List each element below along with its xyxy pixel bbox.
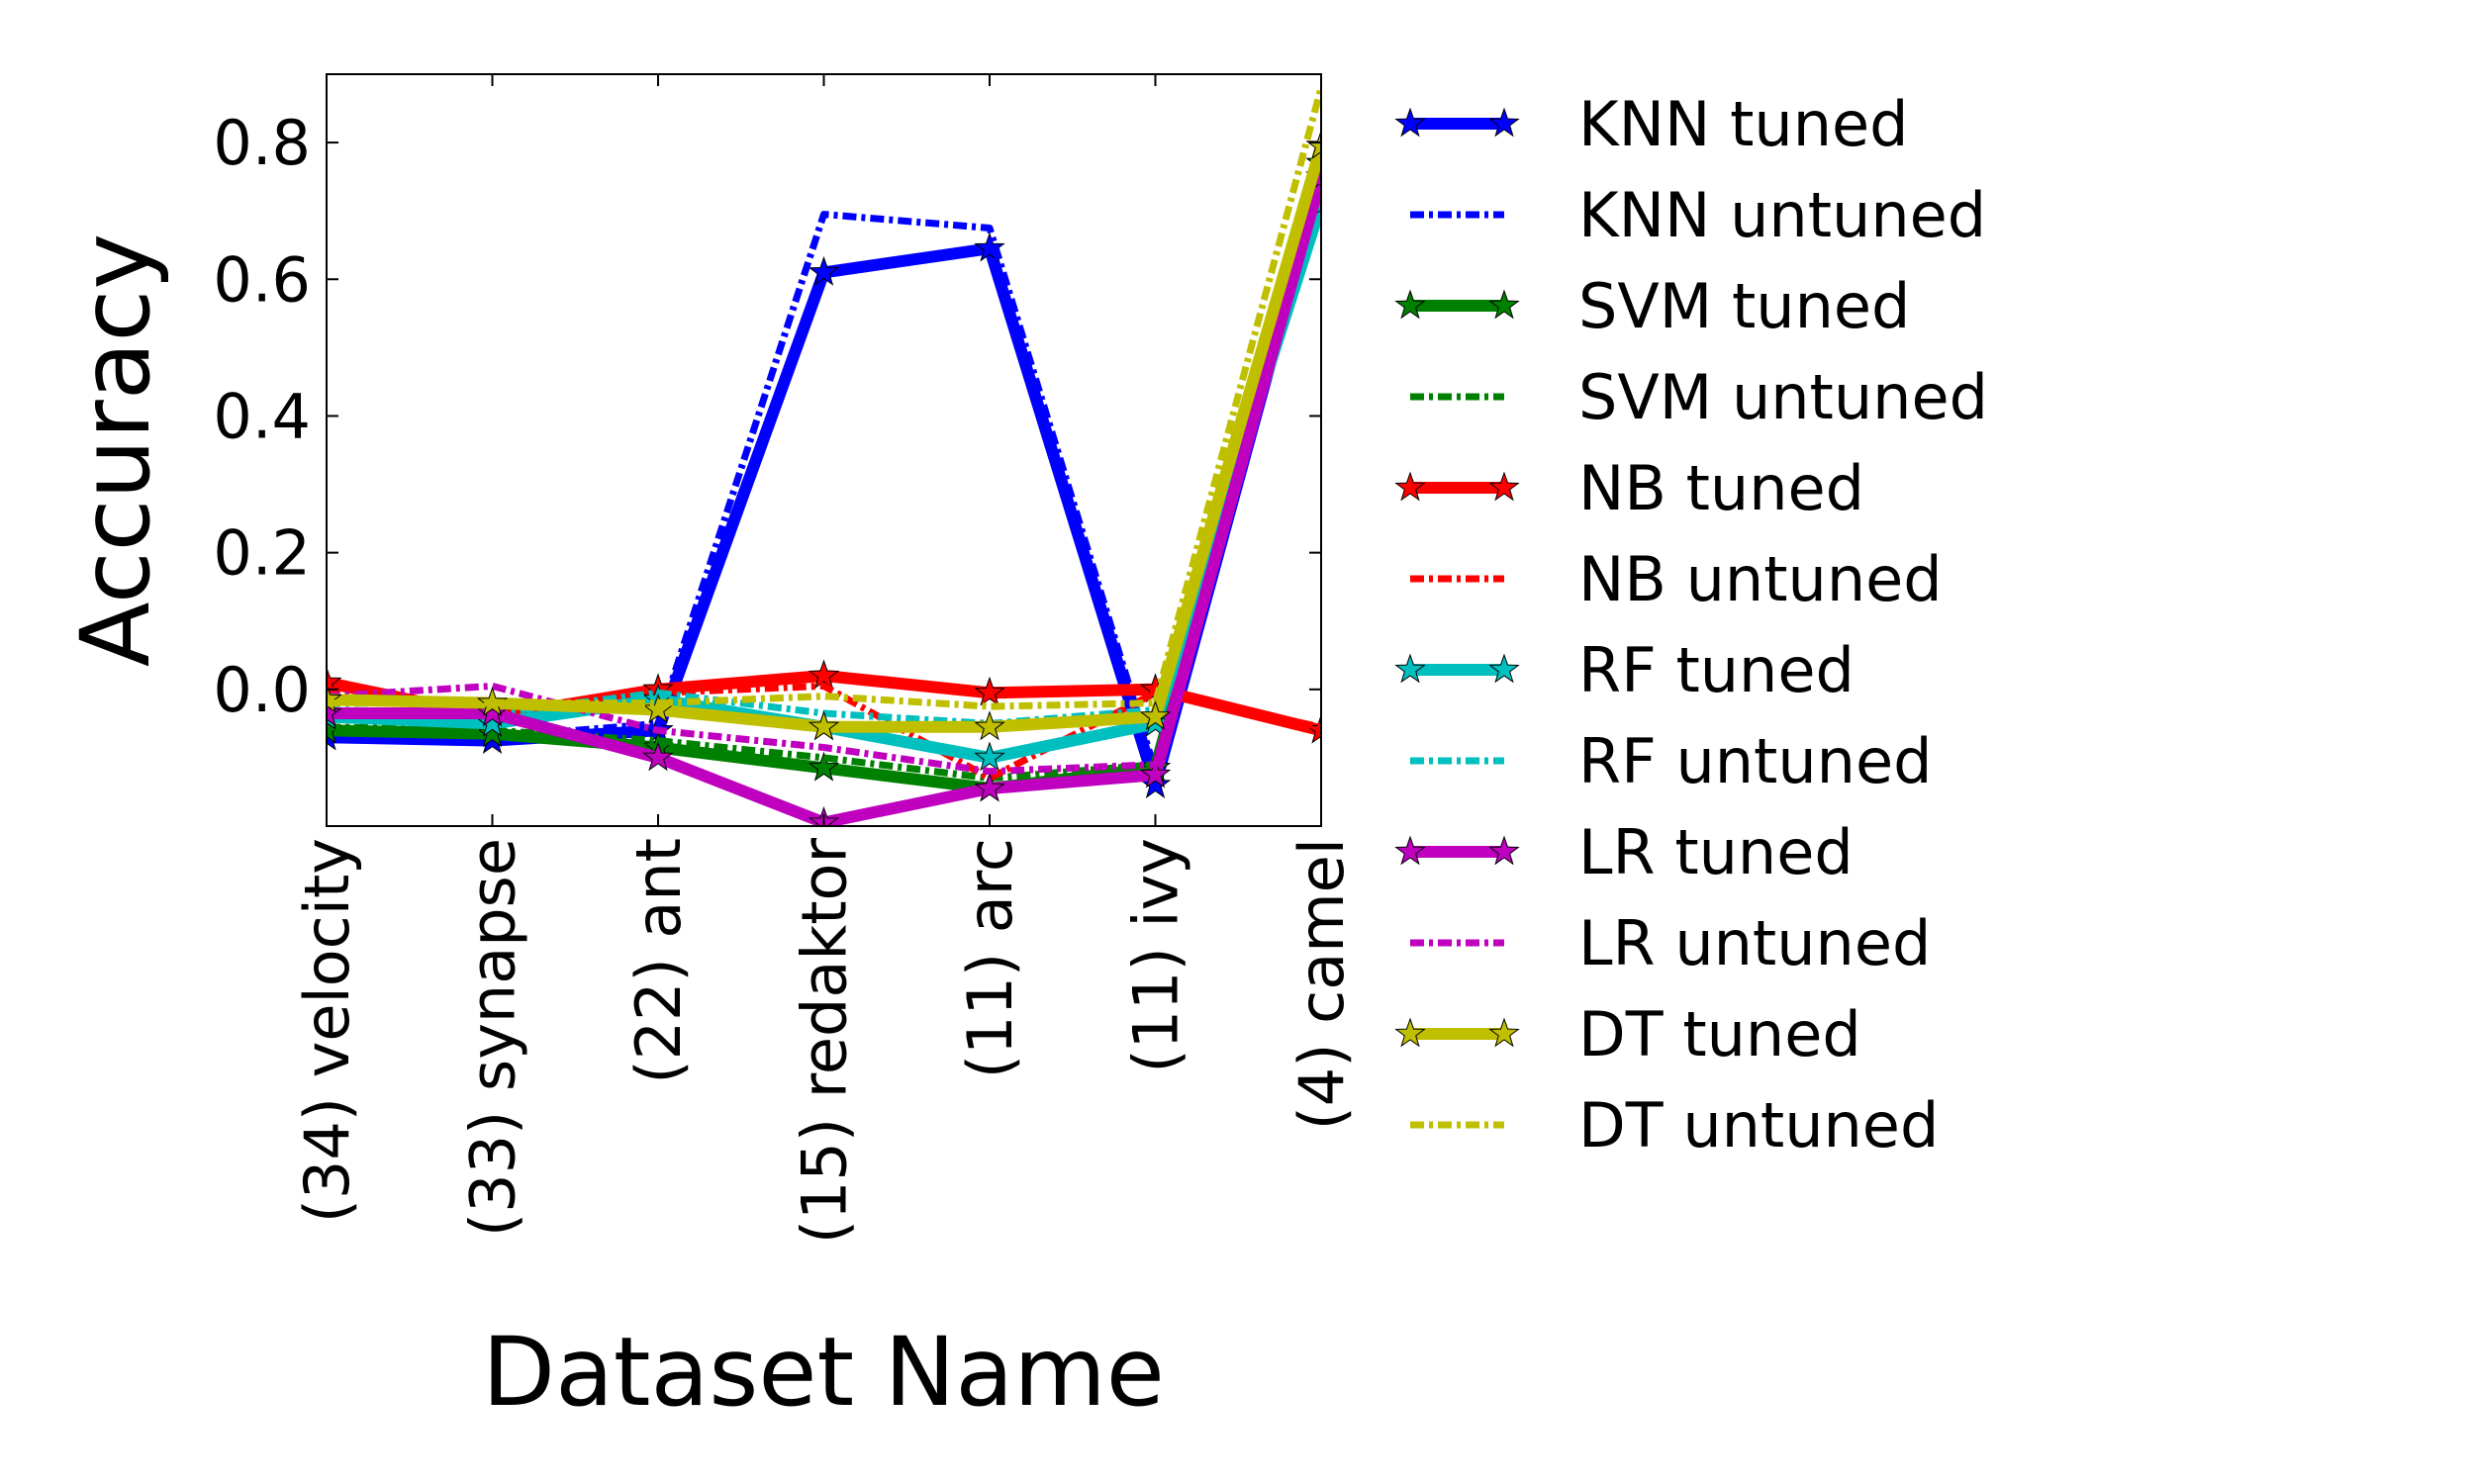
legend-marker (1394, 835, 1426, 866)
legend-label: KNN untuned (1578, 179, 1986, 251)
y-axis-title: Accuracy (60, 233, 171, 667)
series-knn-untuned (327, 161, 1321, 776)
series-layer (327, 86, 1321, 826)
legend-item-knn-tuned: KNN tuned (1394, 88, 1909, 160)
legend-item-dt-tuned: DT tuned (1394, 998, 1861, 1070)
legend-label: LR untuned (1578, 907, 1931, 979)
y-tick-label: 0.4 (213, 380, 311, 452)
data-point (642, 741, 674, 772)
legend-label: SVM untuned (1578, 361, 1988, 433)
legend-marker (1488, 653, 1520, 684)
legend-label: NB untuned (1578, 543, 1943, 615)
data-point (974, 741, 1005, 772)
legend-marker (1394, 289, 1426, 320)
series-line (327, 161, 1321, 776)
legend-item-svm-tuned: SVM tuned (1394, 270, 1910, 342)
data-point (974, 676, 1005, 706)
data-point (808, 751, 840, 782)
legend-item-knn-untuned: KNN untuned (1410, 179, 1986, 251)
legend-label: RF tuned (1578, 634, 1855, 706)
x-tick-label: (4) camel (1285, 838, 1358, 1130)
legend-marker (1394, 653, 1426, 684)
legend-item-rf-tuned: RF tuned (1394, 634, 1855, 706)
legend-label: SVM tuned (1578, 270, 1910, 342)
legend-marker (1394, 107, 1426, 138)
data-point (808, 710, 840, 741)
data-point (327, 696, 342, 727)
y-tick-label: 0.0 (213, 654, 311, 726)
legend-marker (1488, 107, 1520, 138)
x-tick-label: (11) arc (954, 838, 1026, 1078)
data-point (808, 255, 840, 286)
x-tick-label: (22) ant (622, 838, 695, 1084)
legend-marker (1488, 471, 1520, 502)
legend-item-lr-tuned: LR tuned (1394, 816, 1854, 888)
legend-label: NB tuned (1578, 452, 1864, 524)
data-point (1305, 129, 1321, 159)
legend-label: RF untuned (1578, 725, 1932, 797)
legend-marker (1488, 289, 1520, 320)
legend-marker (1488, 835, 1520, 866)
y-tick-label: 0.8 (213, 107, 311, 179)
y-tick-label: 0.6 (213, 243, 311, 316)
x-tick-label: (33) synapse (457, 838, 529, 1237)
legend-label: DT tuned (1578, 998, 1861, 1070)
data-point (974, 772, 1005, 802)
legend-marker (1394, 1017, 1426, 1048)
legend-marker (1394, 471, 1426, 502)
series-line (327, 168, 1321, 776)
legend-item-dt-untuned: DT untuned (1410, 1089, 1939, 1161)
data-point (476, 687, 509, 717)
series-lr-untuned (327, 168, 1321, 776)
axis-layer: 0.0 0.2 0.4 0.6 0.8 (34) velocity (33) synapse… (213, 74, 1358, 1244)
legend-item-rf-untuned: RF untuned (1410, 725, 1932, 797)
series-dt-untuned (327, 86, 1321, 710)
x-tick-label: (11) ivy (1120, 838, 1192, 1073)
legend-label: KNN tuned (1578, 88, 1909, 160)
x-tick-label: (15) redaktor (789, 838, 861, 1245)
legend-item-lr-untuned: LR untuned (1410, 907, 1931, 979)
data-point (974, 710, 1005, 741)
series-dt-tuned (327, 129, 1321, 741)
data-point (808, 659, 840, 690)
legend: KNN tuned KNN untuned SVM tuned SVM untuned… (1394, 88, 1988, 1161)
legend-item-nb-tuned: NB tuned (1394, 452, 1864, 524)
legend-item-nb-untuned: NB untuned (1410, 543, 1943, 615)
series-line (327, 86, 1321, 710)
data-point (1139, 758, 1172, 788)
y-tick-label: 0.2 (213, 517, 311, 590)
data-point (1139, 699, 1172, 730)
x-axis-title: Dataset Name (482, 1317, 1165, 1428)
data-point (974, 232, 1005, 262)
legend-item-svm-untuned: SVM untuned (1410, 361, 1988, 433)
legend-label: DT untuned (1578, 1089, 1939, 1161)
legend-label: LR tuned (1578, 816, 1854, 888)
legend-marker (1488, 1017, 1520, 1048)
x-tick-label: (34) velocity (291, 838, 363, 1223)
